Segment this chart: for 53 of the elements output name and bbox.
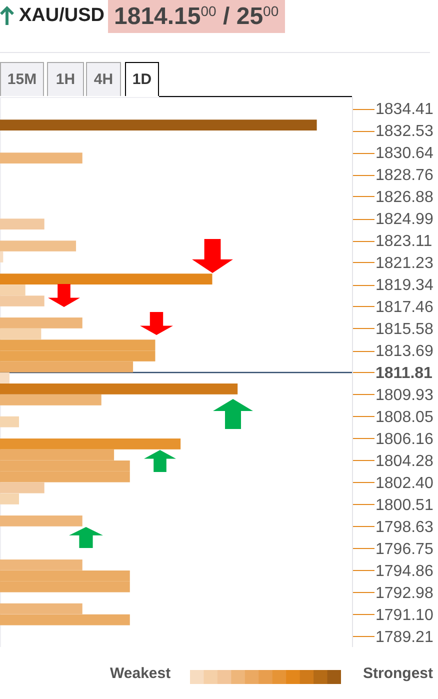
text: 1H <box>47 62 84 96</box>
bar <box>0 603 82 614</box>
bar <box>0 515 82 526</box>
y-tick-label: 1823.11 <box>376 233 432 250</box>
bar <box>0 240 76 252</box>
y-tick-label: 1811.81 <box>376 364 433 382</box>
bar <box>0 438 181 450</box>
y-tick-label: 1832.53 <box>376 123 434 140</box>
y-tick-label: 1813.69 <box>376 343 434 360</box>
y-tick-label: 1789.21 <box>376 628 434 646</box>
bar <box>0 328 42 340</box>
y-tick-label: 1834.41 <box>376 101 434 118</box>
chart-subtitle: 1814.15$^{00}$ / 25$^{00}$ <box>108 0 285 33</box>
y-tick-label: 1819.34 <box>376 277 434 294</box>
text: 4H <box>86 62 121 96</box>
y-tick-label: 1804.28 <box>376 452 434 470</box>
bar <box>0 252 4 262</box>
bar <box>0 416 20 428</box>
bar <box>0 559 82 570</box>
y-tick-label: 1806.16 <box>376 430 434 448</box>
y-tick-label: 1798.63 <box>376 518 434 536</box>
y-tick-label: 1791.10 <box>376 606 434 624</box>
bar <box>0 482 44 494</box>
bar <box>0 494 20 504</box>
text: 1D <box>125 62 159 96</box>
y-tick-label: 1830.64 <box>376 145 434 162</box>
text: Weakest <box>110 665 171 682</box>
bar <box>0 384 238 394</box>
bar <box>0 614 130 626</box>
y-tick-label: 1824.99 <box>376 211 434 228</box>
chart-title: XAU/USD <box>19 5 105 27</box>
bar <box>0 152 82 164</box>
y-tick-label: 1809.93 <box>376 386 434 404</box>
y-tick-label: 1792.98 <box>376 584 434 602</box>
bar <box>0 274 212 284</box>
y-tick-label: 1808.05 <box>376 408 434 426</box>
bar <box>0 362 134 372</box>
bar <box>0 318 82 328</box>
y-tick-label: 1815.58 <box>376 320 434 338</box>
y-tick-label: 1800.51 <box>376 496 434 514</box>
bar <box>0 120 317 130</box>
y-tick-label: 1794.86 <box>376 562 434 580</box>
bar <box>0 372 10 384</box>
y-tick-label: 1796.75 <box>376 540 434 558</box>
y-tick-label: 1817.46 <box>376 298 434 316</box>
bar <box>0 394 102 406</box>
y-tick-label: 1821.23 <box>376 254 434 272</box>
text: 15M <box>0 62 44 96</box>
bar <box>0 218 44 230</box>
y-tick-label: 1826.88 <box>376 188 434 206</box>
y-tick-label: 1828.76 <box>376 167 434 184</box>
text: Strongest <box>363 665 434 682</box>
y-tick-label: 1802.40 <box>376 474 434 492</box>
